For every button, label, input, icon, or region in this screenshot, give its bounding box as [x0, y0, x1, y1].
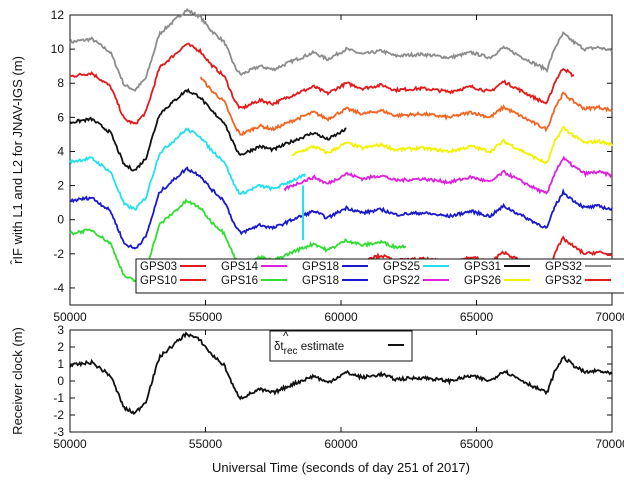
series-line-gps10	[69, 87, 347, 172]
bottom-xtick-label: 60000	[324, 437, 358, 451]
legend-label: GPS32	[545, 261, 582, 273]
y-axis-title-top: r̂IF with L1 and L2 for JNAV-IGS (m)	[10, 56, 25, 265]
series-line-gps14	[283, 155, 613, 195]
bottom-xtick-label: 50000	[53, 437, 87, 451]
bottom-ytick-label: 2	[57, 340, 64, 354]
legend-label: GPS22	[383, 275, 420, 287]
clock-legend-hat: ^	[283, 331, 289, 343]
series-line-gps31	[69, 42, 575, 125]
top-xtick-label: 50000	[53, 310, 87, 324]
bottom-ytick-label: 1	[57, 357, 64, 371]
top-xtick-label: 60000	[324, 310, 358, 324]
legend-label: GPS26	[464, 275, 501, 287]
top-ytick-label: 8	[57, 76, 64, 90]
legend-label: GPS32	[545, 275, 582, 287]
top-ytick-label: -4	[53, 281, 64, 295]
clock-legend-label: δtrec estimate	[274, 341, 344, 357]
legend-label: GPS14	[221, 261, 259, 273]
top-xtick-label: 55000	[189, 310, 223, 324]
legend-label: GPS18	[302, 275, 339, 287]
bottom-panel: -3 -2 -1 0 1 2 3 50000 55000 60000 65000 70000 δtrec…	[10, 323, 624, 475]
bottom-ytick-label: -1	[53, 391, 64, 405]
bottom-xtick-label: 65000	[460, 437, 494, 451]
clock-estimate-line	[69, 331, 613, 416]
bottom-ytick-label: 0	[57, 374, 64, 388]
series-line-gps32	[69, 7, 613, 92]
series-line-gps25	[69, 127, 306, 211]
top-ytick-label: 0	[57, 213, 64, 227]
bottom-xtick-label: 55000	[189, 437, 223, 451]
y-axis-title-bottom: Receiver clock (m)	[10, 327, 25, 435]
x-axis-title: Universal Time (seconds of day 251 of 20…	[212, 460, 470, 475]
top-ytick-label: 2	[57, 179, 64, 193]
legend-label: GPS25	[383, 261, 420, 273]
top-ytick-label: 12	[51, 8, 65, 22]
bottom-xtick-label: 70000	[595, 437, 624, 451]
top-ytick-label: -2	[53, 247, 64, 261]
top-ytick-label: 6	[57, 110, 64, 124]
legend-box	[135, 258, 624, 294]
bottom-ytick-label: -2	[53, 408, 64, 422]
top-xtick-label: 65000	[460, 310, 494, 324]
top-ytick-label: 4	[57, 144, 64, 158]
legend-label: GPS31	[464, 261, 501, 273]
bottom-ytick-label: 3	[57, 323, 64, 337]
series-line-gps26	[199, 76, 613, 136]
top-xtick-label: 70000	[595, 310, 624, 324]
legend-label: GPS16	[221, 275, 258, 287]
series-line-gps18	[69, 166, 613, 250]
bottom-ytick-label: -3	[53, 425, 64, 439]
top-panel: -4 -2 0 2 4 6 8 10 12 50000 55000 60000 65000 70000 r̂…	[10, 7, 624, 324]
legend-label: GPS03	[140, 261, 177, 273]
legend-label: GPS18	[302, 261, 339, 273]
series-line-gps22	[291, 125, 613, 165]
legend-label: GPS10	[140, 275, 177, 287]
top-ytick-label: 10	[51, 42, 65, 56]
